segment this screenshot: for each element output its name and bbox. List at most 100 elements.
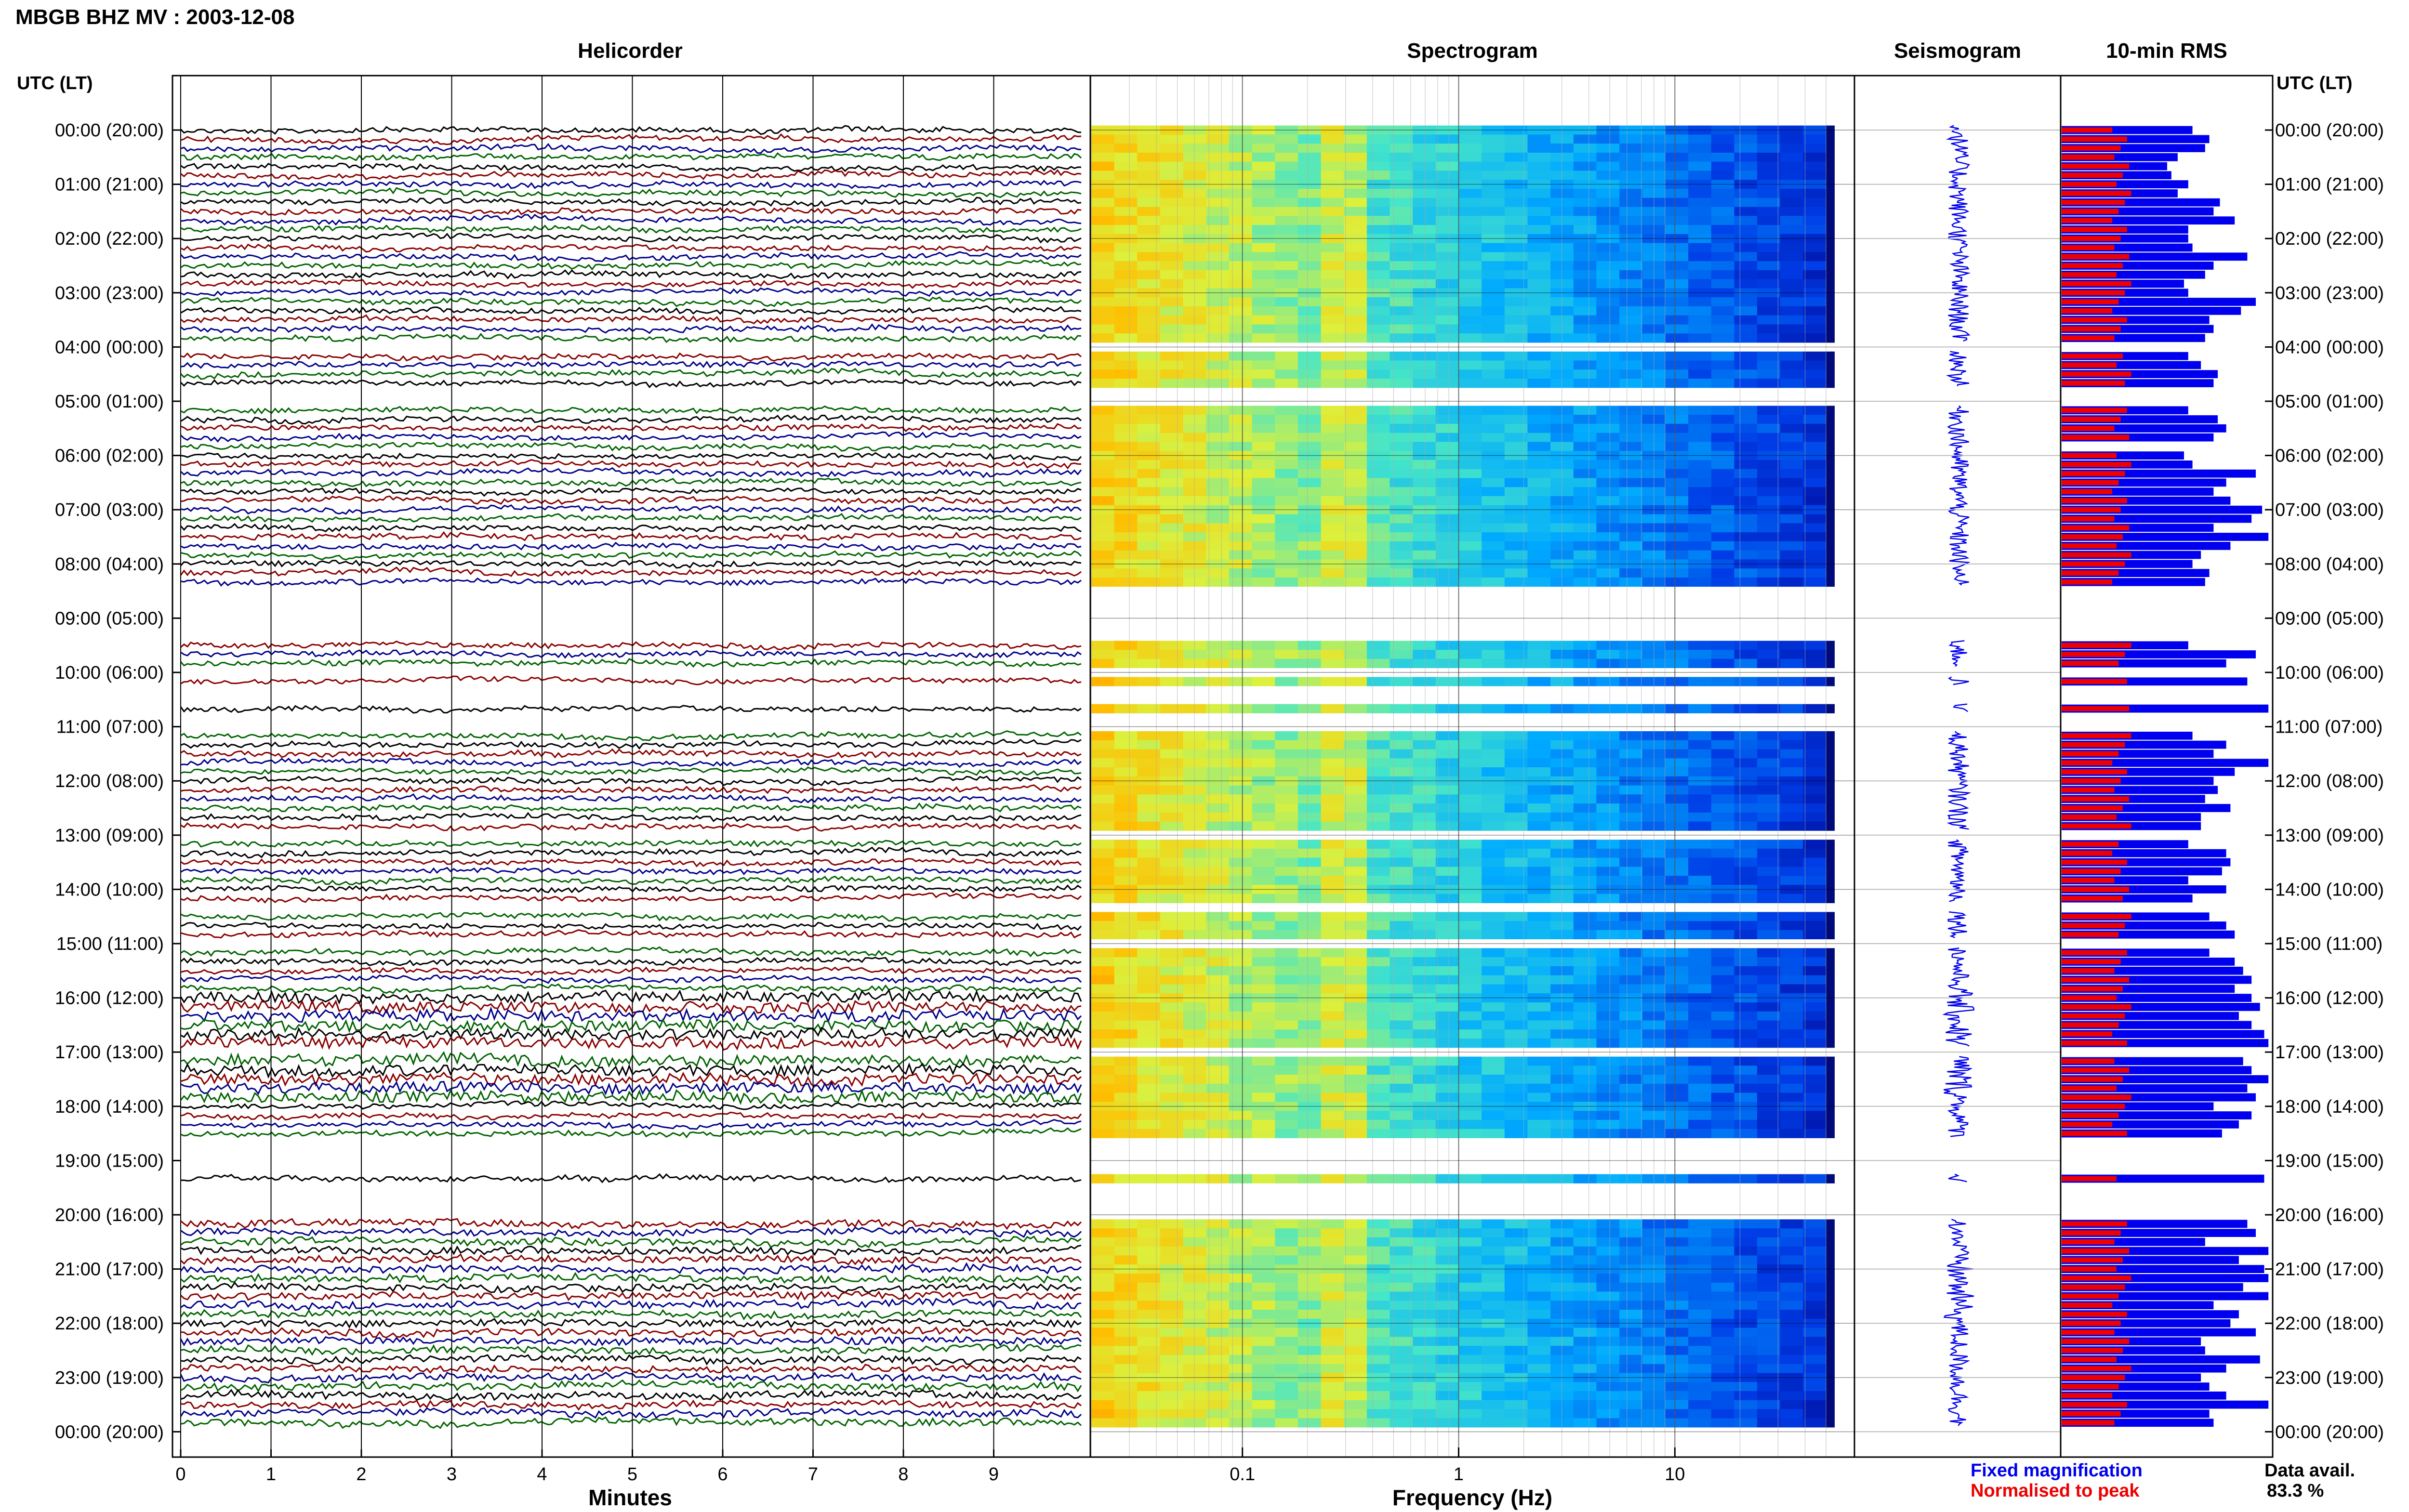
- rms-bar-normalised: [2062, 742, 2125, 748]
- spectrogram-cell: [1366, 1354, 1390, 1365]
- spectrogram-cell: [1321, 1111, 1344, 1120]
- spectrogram-cell: [1688, 641, 1712, 650]
- spectrogram-cell: [1206, 243, 1230, 252]
- spectrogram-cell: [1321, 812, 1344, 822]
- spectrogram-cell: [1366, 794, 1390, 804]
- spectrogram-cell: [1619, 523, 1643, 533]
- spectrogram-cell: [1390, 912, 1413, 921]
- spectrogram-cell: [1183, 1237, 1206, 1247]
- spectrogram-cell: [1275, 279, 1298, 289]
- spectrogram-cell: [1321, 1282, 1344, 1292]
- spectrogram-cell: [1711, 740, 1734, 749]
- spectrogram-cell: [1252, 912, 1275, 921]
- spectrogram-cell: [1458, 487, 1482, 497]
- spectrogram-cell: [1711, 1246, 1734, 1256]
- spectrogram-cell: [1550, 1264, 1574, 1274]
- spectrogram-cell: [1482, 1219, 1505, 1229]
- seismogram-segment: [1948, 839, 1969, 902]
- spectrogram-cell: [1183, 758, 1206, 768]
- spectrogram-cell: [1619, 243, 1643, 252]
- spectrogram-cell: [1321, 966, 1344, 976]
- spectrogram-cell: [1757, 469, 1781, 478]
- y-tick-label-right: 18:00 (14:00): [2275, 1097, 2384, 1117]
- spectrogram-cell: [1504, 423, 1528, 434]
- spectrogram-cell: [1206, 1029, 1230, 1039]
- spectrogram-cell: [1252, 369, 1275, 379]
- spectrogram-cell: [1734, 1391, 1758, 1401]
- spectrogram-cell: [1757, 1011, 1781, 1021]
- spectrogram-cell: [1596, 234, 1620, 243]
- spectrogram-cell: [1826, 134, 1835, 144]
- spectrogram-cell: [1734, 496, 1758, 506]
- spectrogram-cell: [1344, 369, 1367, 379]
- spectrogram-cell: [1826, 577, 1835, 587]
- spectrogram-cell: [1688, 1264, 1712, 1274]
- spectrogram-cell: [1114, 423, 1138, 434]
- spectrogram-cell: [1757, 848, 1781, 858]
- spectrogram-cell: [1344, 1274, 1367, 1283]
- spectrogram-cell: [1504, 1102, 1528, 1111]
- spectrogram-cell: [1114, 1075, 1138, 1084]
- y-tick-label-left: 21:00 (17:00): [55, 1260, 164, 1280]
- y-tick-label-right: 05:00 (01:00): [2275, 392, 2384, 412]
- spectrogram-cell: [1229, 288, 1253, 298]
- spectrogram-cell: [1482, 279, 1505, 289]
- spectrogram-cell: [1711, 216, 1734, 225]
- spectrogram-cell: [1573, 523, 1597, 533]
- spectrogram-cell: [1390, 1083, 1413, 1093]
- spectrogram-cell: [1435, 740, 1459, 749]
- rms-bar-normalised: [2062, 895, 2123, 901]
- spectrogram-cell: [1091, 1174, 1115, 1183]
- spectrogram-cell: [1366, 1029, 1390, 1039]
- spectrogram-cell: [1596, 993, 1620, 1003]
- spectrogram-cell: [1665, 333, 1689, 343]
- spectrogram-cell: [1573, 1246, 1597, 1256]
- spectrogram-cell: [1458, 758, 1482, 768]
- spectrogram-cell: [1596, 957, 1620, 967]
- spectrogram-cell: [1734, 216, 1758, 225]
- spectrogram-cell: [1297, 758, 1322, 768]
- rms-bar-normalised: [2062, 769, 2127, 775]
- spectrogram-cell: [1160, 1255, 1184, 1265]
- spectrogram-cell: [1458, 677, 1482, 686]
- spectrogram-cell: [1458, 1274, 1482, 1283]
- spectrogram-cell: [1573, 125, 1597, 135]
- spectrogram-cell: [1826, 351, 1835, 361]
- spectrogram-cell: [1114, 912, 1138, 921]
- spectrogram-cell: [1734, 351, 1758, 361]
- spectrogram-cell: [1183, 677, 1206, 686]
- spectrogram-cell: [1114, 1002, 1138, 1012]
- spectrogram-cell: [1550, 514, 1574, 524]
- spectrogram-cell: [1137, 252, 1161, 262]
- spectrogram-cell: [1734, 930, 1758, 939]
- spectrogram-cell: [1344, 478, 1367, 487]
- spectrogram-cell: [1091, 541, 1115, 551]
- spectrogram-cell: [1527, 758, 1551, 768]
- spectrogram-cell: [1780, 568, 1803, 578]
- spectrogram-cell: [1734, 1310, 1758, 1319]
- spectrogram-cell: [1297, 487, 1322, 497]
- spectrogram-cell: [1390, 243, 1413, 252]
- spectrogram-cell: [1344, 885, 1367, 894]
- spectrogram-cell: [1229, 821, 1253, 831]
- spectrogram-cell: [1550, 406, 1574, 415]
- spectrogram-cell: [1688, 225, 1712, 235]
- spectrogram-cell: [1344, 975, 1367, 985]
- spectrogram-cell: [1091, 306, 1115, 316]
- spectrogram-cell: [1413, 650, 1436, 659]
- spectrogram-cell: [1665, 270, 1689, 280]
- spectrogram-cell: [1321, 568, 1344, 578]
- spectrogram-cell: [1344, 469, 1367, 478]
- spectrogram-cell: [1435, 197, 1459, 207]
- spectrogram-cell: [1688, 442, 1712, 451]
- spectrogram-cell: [1321, 731, 1344, 741]
- rms-bar-normalised: [2062, 543, 2117, 549]
- spectrogram-cell: [1229, 451, 1253, 460]
- spectrogram-cell: [1458, 423, 1482, 434]
- spectrogram-cell: [1573, 641, 1597, 650]
- spectrogram-cell: [1780, 460, 1803, 470]
- spectrogram-cell: [1757, 297, 1781, 307]
- spectrogram-cell: [1321, 975, 1344, 985]
- spectrogram-cell: [1826, 433, 1835, 442]
- spectrogram-cell: [1229, 1346, 1253, 1355]
